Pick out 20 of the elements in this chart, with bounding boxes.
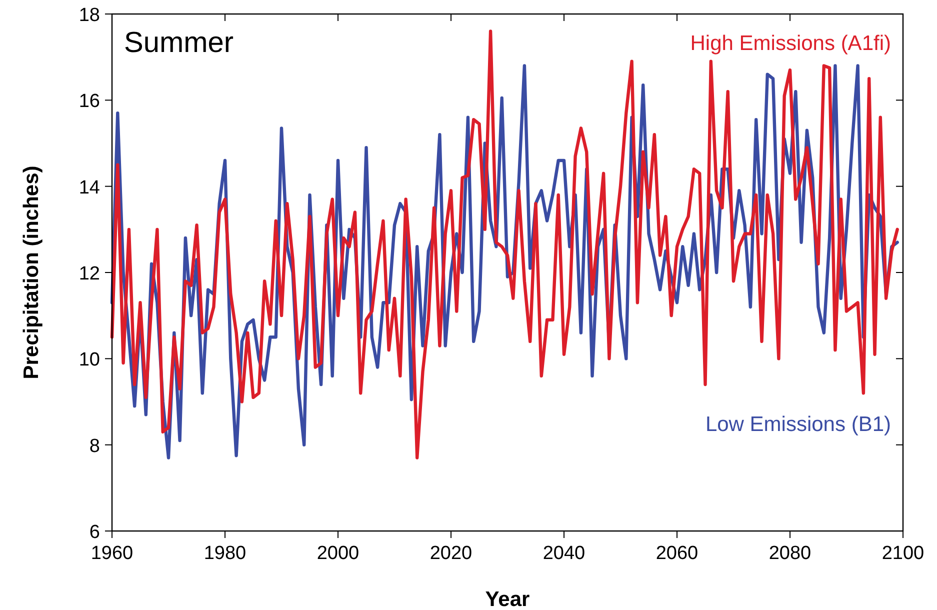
y-axis-title: Precipitation (inches) [20, 166, 43, 380]
x-tick-label: 2020 [430, 543, 472, 564]
text: Low Emissions (B1) [705, 413, 891, 436]
y-tick-label: 16 [78, 91, 100, 112]
y-tick-label: 10 [78, 350, 100, 371]
x-tick-label: 2000 [316, 543, 360, 564]
y-tick-label: 8 [89, 436, 100, 457]
x-tick-label: 2060 [656, 543, 698, 564]
x-tick-label: 1960 [90, 543, 134, 564]
x-axis-title: Year [485, 588, 530, 610]
x-tick-label: 1980 [204, 543, 246, 564]
y-tick-label: 14 [78, 177, 100, 198]
text: Summer [124, 27, 234, 59]
x-tick-label: 2100 [882, 543, 924, 564]
x-tick-label: 2080 [768, 543, 812, 564]
y-tick-label: 6 [89, 522, 100, 543]
y-tick-label: 12 [78, 264, 100, 284]
y-tick-label: 18 [78, 5, 100, 26]
x-tick-label: 2040 [542, 543, 586, 564]
series-label: High Emissions (A1fi) [690, 32, 891, 55]
